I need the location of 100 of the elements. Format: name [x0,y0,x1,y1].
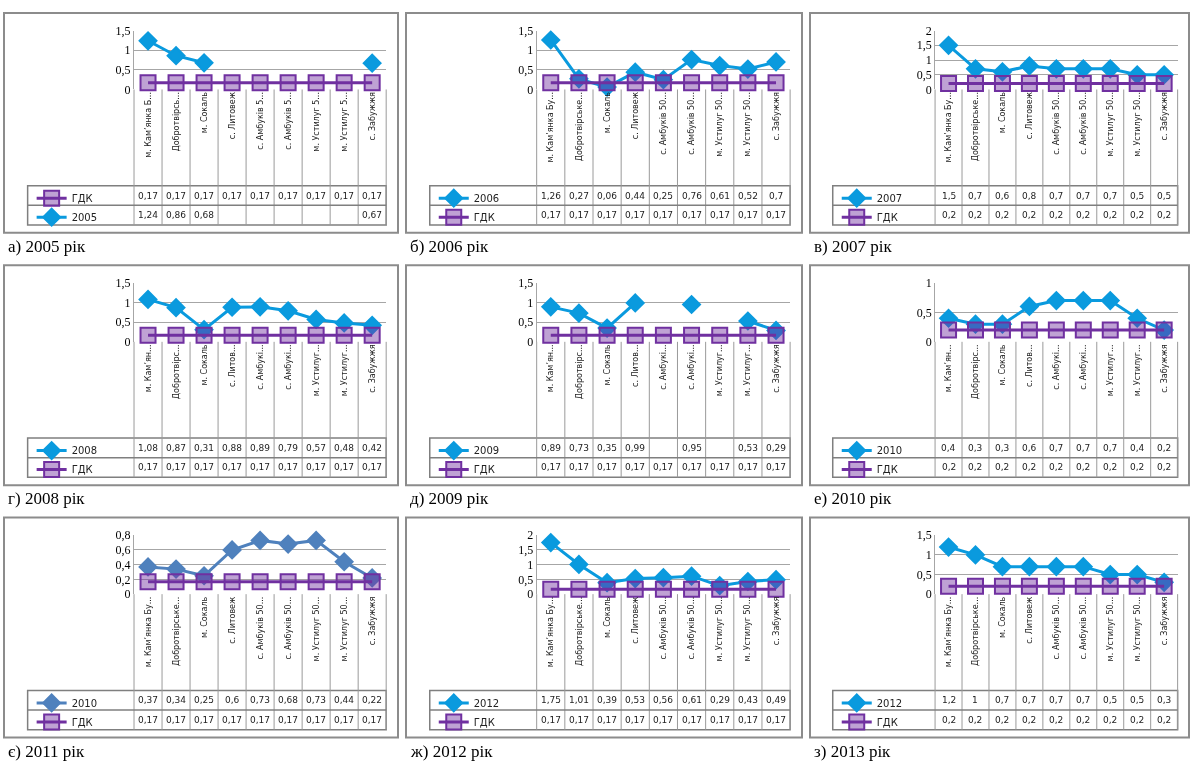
data-label: 1 [972,695,978,705]
data-label: 0,17 [222,462,243,472]
x-tick-label: м. Сокаль [199,344,209,386]
point [1046,291,1066,311]
point [738,572,758,591]
data-label: 0,17 [166,715,187,725]
point [993,62,1012,82]
data-label: 0,2 [1103,210,1118,220]
point [739,74,757,92]
data-label: 0,17 [597,715,618,725]
point [1047,75,1065,93]
point [250,530,270,550]
point [306,530,326,550]
data-label: 0,17 [625,210,646,220]
data-label: 0,53 [738,443,759,453]
data-label: 0,17 [569,462,590,472]
data-label: 0,7 [1103,191,1118,201]
data-label: 0,2 [995,715,1010,725]
data-label: 0,7 [1076,443,1091,453]
x-tick-label: с. Амбуків 50... [255,596,265,660]
x-tick-label: м. Кам’ян... [944,344,954,393]
data-label: 1,2 [942,695,957,705]
x-tick-label: с. Забужжя [367,596,377,646]
data-label: 0,17 [569,210,590,220]
x-tick-label: м. Устилуг 5... [339,92,349,152]
data-label: 0,2 [1103,715,1118,725]
point [967,321,984,339]
point [279,74,297,92]
legend-label: 2006 [473,193,500,205]
data-label: 1,5 [942,191,957,201]
data-label: 0,7 [769,191,784,201]
data-label: 0,17 [306,462,327,472]
point [278,301,298,321]
point [654,580,672,598]
y-tick-label: 0 [925,82,932,97]
legend-label: ГДК [876,716,898,728]
point [683,580,701,598]
data-label: 0,3 [995,443,1010,453]
x-tick-label: м. Сокаль [998,91,1008,134]
x-tick-label: с. Амбуків 50... [283,596,293,660]
x-tick-label: с. Литовеж [227,596,237,644]
y-tick-label: 1 [124,43,131,58]
x-tick-label: с. Литовеж [630,92,640,140]
point [625,569,645,588]
data-label: 0,17 [362,462,383,472]
data-label: 0,48 [334,443,355,453]
data-label: 0,44 [334,695,355,705]
data-label: 0,5 [1130,695,1145,705]
point [993,577,1011,595]
data-label: 0,17 [194,462,215,472]
y-tick-label: 1,5 [518,23,534,38]
y-tick-label: 0 [527,82,534,97]
point [542,74,560,92]
x-tick-label: с. Амбуків 50... [1051,92,1061,155]
y-tick-label: 1 [925,53,932,68]
data-label: 0,2 [1130,210,1145,220]
data-label: 0,73 [306,695,327,705]
data-label: 0,06 [597,191,618,201]
point [966,545,985,565]
x-tick-label: с. Амбуків 5... [255,92,265,150]
point [1127,308,1147,328]
data-label: 0,37 [138,695,159,705]
legend-label: 2007 [876,193,903,205]
x-tick-label: с. Амбукі... [255,344,265,390]
data-label: 1,75 [541,695,562,705]
point [541,533,561,553]
data-label: 0,17 [653,462,674,472]
data-label: 0,61 [710,191,731,201]
point [363,573,381,591]
point [195,74,213,92]
x-tick-label: м. Сокаль [199,91,209,134]
data-label: 0,2 [1130,462,1145,472]
y-tick-label: 0,2 [115,572,131,587]
y-tick-label: 0,5 [916,67,932,82]
x-tick-label: м. Устилуг... [1132,344,1142,397]
point [362,568,382,588]
point [223,573,241,591]
data-label: 0,25 [194,695,215,705]
x-tick-label: с. Литов... [227,344,237,388]
x-tick-label: с. Забужжя [1159,596,1169,646]
x-tick-label: Добротвірське... [971,596,981,666]
data-label: 0,17 [738,462,759,472]
point [542,326,560,344]
x-tick-label: м. Сокаль [998,344,1008,386]
x-tick-label: Добротвірс... [171,344,181,400]
point [1128,321,1146,339]
x-tick-label: с. Амбуків 50... [659,92,668,155]
data-label: 0,17 [306,191,327,201]
point [1100,565,1120,584]
y-tick-label: 0,5 [518,63,534,78]
data-label: 0,34 [166,695,187,705]
x-tick-label: м. Устилуг 50... [1105,92,1115,157]
point [166,559,186,579]
y-tick-label: 0,6 [115,543,131,558]
legend-label: ГДК [876,212,898,224]
y-tick-label: 1,5 [916,38,932,53]
point [335,74,353,92]
legend-label: 2012 [473,697,500,709]
legend-label: 2012 [876,697,903,709]
x-tick-label: м. Кам’янка Бу... [546,596,556,668]
